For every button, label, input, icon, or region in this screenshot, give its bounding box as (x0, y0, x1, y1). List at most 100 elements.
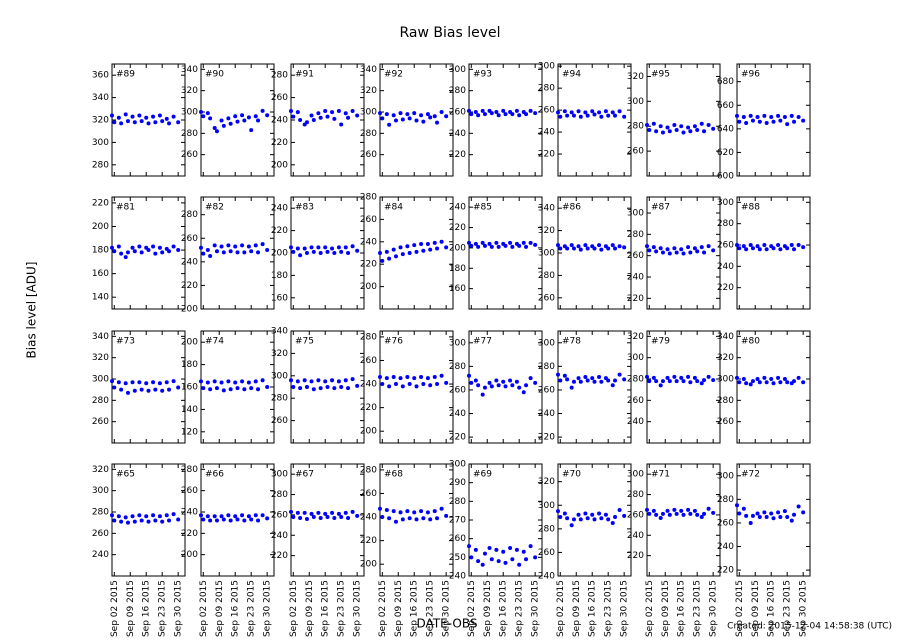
panel-frame (557, 463, 632, 577)
data-point (428, 517, 433, 522)
panel-title: #95 (651, 70, 670, 80)
x-tick-label: Sep 16 2015 (410, 580, 420, 637)
data-point (654, 512, 659, 517)
x-tick-label: Sep 16 2015 (677, 580, 687, 637)
data-point (221, 123, 226, 128)
data-point (769, 511, 774, 516)
data-point (755, 244, 760, 249)
data-point (603, 109, 608, 114)
data-point (576, 244, 581, 249)
y-tick-label: 260 (717, 241, 734, 251)
data-point (508, 240, 513, 245)
data-point (253, 114, 258, 119)
data-point (695, 127, 700, 132)
data-point (405, 112, 410, 117)
panel-frame (111, 330, 186, 444)
data-point (355, 248, 360, 253)
data-point (489, 111, 494, 116)
data-point (681, 130, 686, 135)
data-point (592, 112, 597, 117)
data-point (425, 242, 430, 247)
data-point (176, 120, 181, 125)
data-point (330, 110, 335, 115)
data-point (153, 518, 158, 523)
x-tick-label: Sep 09 2015 (394, 580, 404, 637)
data-point (208, 518, 213, 523)
x-tick-label: Sep 23 2015 (693, 580, 703, 637)
data-point (702, 129, 707, 134)
y-tick-label: 240 (181, 257, 198, 267)
y-tick-label: 240 (538, 128, 555, 138)
y-tick-label: 220 (92, 198, 109, 208)
data-point (400, 517, 405, 522)
x-tick-label: Sep 30 2015 (799, 580, 809, 637)
data-point (311, 118, 316, 122)
data-point (482, 243, 487, 248)
data-point (323, 511, 328, 516)
data-point (171, 379, 176, 384)
data-point (412, 243, 417, 248)
data-point (176, 385, 181, 390)
data-point (645, 122, 649, 127)
data-point (291, 249, 296, 254)
data-point (667, 129, 672, 134)
y-tick-label: 220 (360, 536, 377, 546)
data-point (316, 245, 321, 250)
data-point (153, 120, 158, 125)
y-tick-label: 300 (717, 198, 734, 208)
data-point (654, 249, 659, 254)
panel-title: #68 (384, 470, 403, 480)
data-point (350, 109, 355, 114)
data-point (432, 509, 437, 514)
data-point (524, 383, 529, 388)
y-tick-label: 260 (627, 396, 644, 406)
data-point (242, 518, 247, 523)
data-point (796, 375, 801, 380)
y-tick-label: 280 (627, 375, 644, 385)
data-point (508, 546, 513, 550)
data-point (432, 114, 437, 119)
data-point (622, 377, 627, 382)
data-point (494, 240, 499, 245)
data-point (380, 258, 385, 263)
data-point (647, 379, 652, 384)
data-point (576, 512, 581, 517)
data-point (599, 247, 604, 252)
panel-frame (736, 196, 811, 310)
data-point (316, 111, 321, 116)
data-point (112, 120, 117, 125)
data-point (221, 388, 226, 393)
data-point (789, 113, 794, 118)
y-tick-label: 160 (92, 269, 109, 279)
data-point (528, 376, 533, 381)
data-point (318, 115, 323, 120)
y-tick-label: 220 (360, 260, 377, 270)
data-point (667, 251, 672, 256)
data-point (405, 374, 410, 379)
y-tick-label: 240 (271, 116, 288, 126)
x-tick-label: Sep 09 2015 (126, 580, 136, 637)
data-point (164, 380, 169, 385)
data-point (336, 245, 341, 250)
panel-frame (111, 463, 186, 577)
data-point (146, 519, 151, 524)
y-tick-label: 260 (92, 417, 109, 427)
y-tick-label: 240 (360, 513, 377, 523)
data-point (645, 244, 649, 249)
x-tick-label: Sep 09 2015 (215, 580, 225, 637)
data-point (199, 110, 203, 114)
data-point (137, 513, 142, 518)
y-tick-label: 300 (449, 65, 466, 75)
data-point (176, 517, 181, 522)
y-tick-label: 240 (538, 572, 555, 582)
data-point (298, 118, 303, 122)
data-point (116, 380, 121, 385)
data-point (476, 383, 481, 388)
data-point (533, 555, 538, 560)
data-point (316, 510, 321, 515)
data-point (521, 390, 526, 395)
data-point (762, 510, 767, 515)
data-point (778, 515, 783, 520)
x-tick-label: Sep 30 2015 (709, 580, 719, 637)
data-point (517, 113, 522, 118)
